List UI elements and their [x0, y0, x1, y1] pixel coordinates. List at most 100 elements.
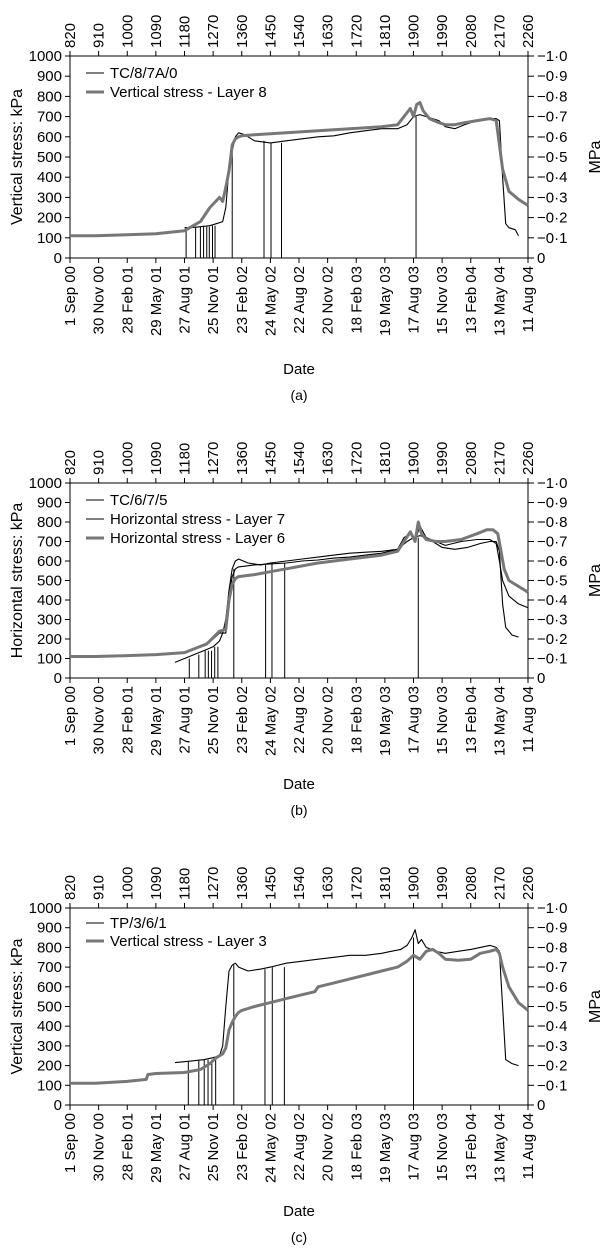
- y-tick-label: 500: [37, 573, 62, 590]
- y-right-tick-label: −0·1: [537, 1077, 567, 1094]
- y-right-tick-label: −0·9: [537, 495, 567, 512]
- x-top-tick-label: 1090: [148, 442, 165, 475]
- x-bottom-tick-label: 20 Nov 02: [320, 266, 337, 334]
- x-bottom-tick-label: 25 Nov 01: [205, 686, 222, 754]
- x-bottom-tick-label: 30 Nov 00: [91, 266, 108, 334]
- x-top-tick-label: 1000: [119, 15, 136, 48]
- x-bottom-tick-label: 29 May 01: [148, 1113, 165, 1183]
- x-bottom-tick-label: 29 May 01: [148, 686, 165, 756]
- x-top-tick-label: 1990: [434, 867, 451, 900]
- y-tick-label: 0: [54, 670, 62, 687]
- y-tick-label: 0: [54, 1097, 62, 1114]
- y-right-axis-label: MPa: [587, 140, 604, 173]
- y-tick-label: 1000: [29, 48, 62, 65]
- y-right-tick-label: −0·1: [537, 230, 567, 247]
- y-tick-label: 700: [37, 959, 62, 976]
- legend-label: TC/6/7/5: [110, 492, 168, 509]
- y-axis-label: Vertical stress: kPa: [9, 938, 26, 1074]
- x-bottom-tick-label: 30 Nov 00: [91, 686, 108, 754]
- x-bottom-tick-label: 13 May 04: [491, 266, 508, 336]
- x-bottom-tick-label: 15 Nov 03: [434, 266, 451, 334]
- series-0: TP/3/6/1: [86, 915, 519, 1105]
- x-bottom-tick-label: 25 Nov 01: [205, 266, 222, 334]
- y-right-tick-label: −1·0: [537, 48, 567, 65]
- x-bottom-tick-label: 23 Feb 02: [234, 686, 251, 754]
- x-top-tick-label: 1270: [205, 442, 222, 475]
- x-top-tick-label: 2080: [463, 442, 480, 475]
- x-top-tick-label: 1720: [348, 442, 365, 475]
- x-bottom-tick-label: 11 Aug 04: [520, 1113, 537, 1179]
- y-tick-label: 300: [37, 189, 62, 206]
- x-bottom-tick-label: 15 Nov 03: [434, 1113, 451, 1181]
- y-tick-label: 300: [37, 1038, 62, 1055]
- y-tick-label: 1000: [29, 475, 62, 492]
- x-bottom-tick-label: 23 Feb 02: [234, 1113, 251, 1181]
- y-right-tick-label: 0: [537, 670, 545, 687]
- series-1: Horizontal stress - Layer 7: [70, 511, 529, 658]
- y-tick-label: 0: [54, 250, 62, 267]
- x-bottom-tick-label: 1 Sep 00: [62, 686, 79, 746]
- y-right-tick-label: −0·4: [537, 1018, 567, 1035]
- x-top-tick-label: 910: [91, 875, 108, 900]
- x-bottom-tick-label: 27 Aug 01: [177, 686, 194, 754]
- y-right-tick-label: −0·8: [537, 88, 567, 105]
- y-tick-label: 800: [37, 88, 62, 105]
- x-bottom-tick-label: 23 Feb 02: [234, 266, 251, 334]
- y-right-tick-label: −0·7: [537, 109, 567, 126]
- x-bottom-tick-label: 20 Nov 02: [320, 686, 337, 754]
- series-line: [174, 535, 519, 663]
- x-top-tick-label: 1360: [234, 867, 251, 900]
- y-right-tick-label: −0·8: [537, 939, 567, 956]
- x-top-tick-label: 820: [62, 23, 79, 48]
- x-top-tick-label: 1720: [348, 867, 365, 900]
- y-tick-label: 500: [37, 999, 62, 1016]
- x-top-tick-label: 1090: [148, 15, 165, 48]
- x-axis-label: Date: [283, 361, 315, 378]
- x-top-tick-label: 1810: [377, 867, 394, 900]
- y-tick-label: 900: [37, 68, 62, 85]
- series-line: [70, 520, 529, 658]
- series-line: [70, 101, 529, 238]
- x-top-tick-label: 1810: [377, 15, 394, 48]
- y-tick-label: 600: [37, 553, 62, 570]
- x-bottom-tick-label: 13 Feb 04: [463, 686, 480, 754]
- y-right-tick-label: −0·6: [537, 553, 567, 570]
- x-top-tick-label: 1540: [291, 442, 308, 475]
- series-line: [70, 947, 529, 1085]
- y-tick-label: 200: [37, 1058, 62, 1075]
- x-top-tick-label: 1000: [119, 442, 136, 475]
- y-right-tick-label: −0·5: [537, 573, 567, 590]
- panel-c: 0 100 200 300 400 500 600 700 800 900 1000 0 −0·1 −0·…: [9, 867, 604, 1245]
- x-top-tick-label: 910: [91, 23, 108, 48]
- x-top-tick-label: 2170: [491, 867, 508, 900]
- legend-label: TC/8/7A/0: [110, 65, 178, 82]
- x-bottom-tick-label: 28 Feb 01: [119, 686, 136, 754]
- x-bottom-tick-label: 27 Aug 01: [177, 266, 194, 334]
- legend-label: Horizontal stress - Layer 6: [110, 530, 285, 547]
- x-bottom-tick-label: 27 Aug 01: [177, 1113, 194, 1181]
- x-top-tick-label: 1810: [377, 442, 394, 475]
- x-top-tick-label: 1450: [262, 867, 279, 900]
- y-tick-label: 200: [37, 210, 62, 227]
- x-top-tick-label: 1540: [291, 867, 308, 900]
- x-top-tick-label: 1630: [320, 442, 337, 475]
- x-top-tick-label: 2260: [520, 442, 537, 475]
- x-bottom-tick-label: 18 Feb 03: [348, 686, 365, 754]
- y-tick-label: 900: [37, 920, 62, 937]
- x-bottom-tick-label: 20 Nov 02: [320, 1113, 337, 1181]
- y-tick-label: 900: [37, 495, 62, 512]
- x-top-tick-label: 1990: [434, 442, 451, 475]
- x-bottom-tick-label: 15 Nov 03: [434, 686, 451, 754]
- x-bottom-tick-label: 28 Feb 01: [119, 1113, 136, 1181]
- y-right-tick-label: −0·4: [537, 592, 567, 609]
- x-bottom-tick-label: 1 Sep 00: [62, 1113, 79, 1173]
- x-top-tick-label: 1360: [234, 15, 251, 48]
- y-right-tick-label: −0·5: [537, 149, 567, 166]
- y-right-tick-label: −0·5: [537, 999, 567, 1016]
- x-top-tick-label: 910: [91, 450, 108, 475]
- series-line: [174, 929, 519, 1067]
- series-2: Horizontal stress - Layer 6: [70, 520, 529, 658]
- y-right-axis-label: MPa: [587, 990, 604, 1023]
- y-tick-label: 800: [37, 939, 62, 956]
- y-right-tick-label: −0·3: [537, 1038, 567, 1055]
